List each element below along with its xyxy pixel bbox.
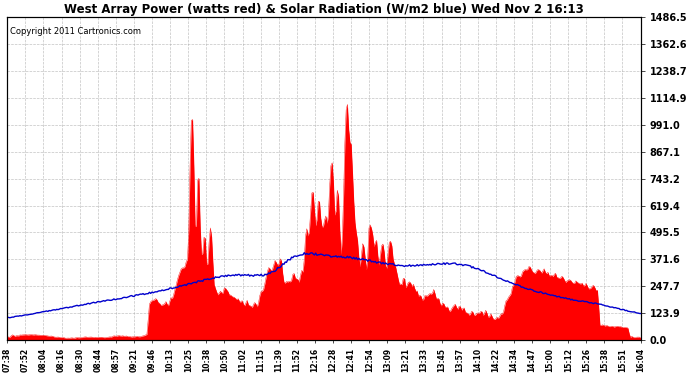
Title: West Array Power (watts red) & Solar Radiation (W/m2 blue) Wed Nov 2 16:13: West Array Power (watts red) & Solar Rad… <box>64 3 584 16</box>
Text: Copyright 2011 Cartronics.com: Copyright 2011 Cartronics.com <box>10 27 141 36</box>
